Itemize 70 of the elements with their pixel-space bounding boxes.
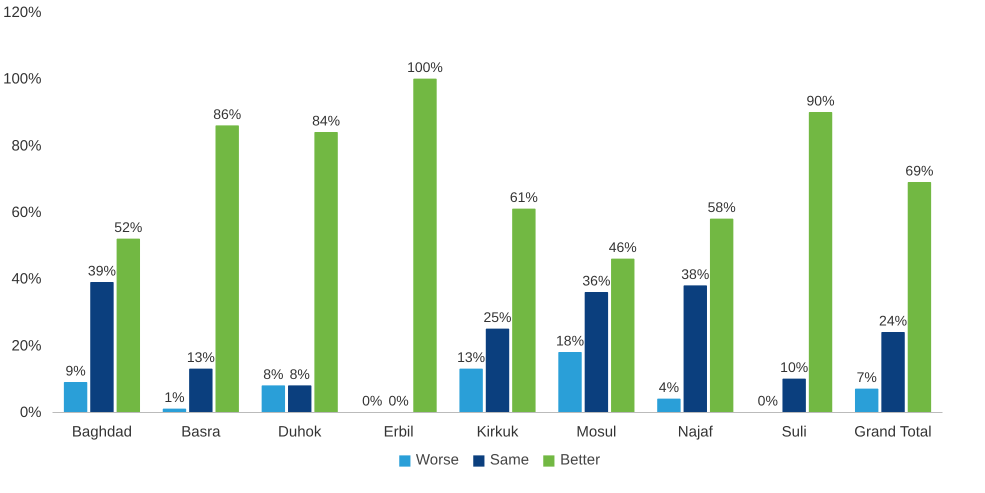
- y-tick-label: 100%: [3, 70, 42, 88]
- x-tick-label: Basra: [181, 424, 222, 440]
- data-label: 0%: [758, 392, 778, 408]
- x-tick-label: Suli: [782, 424, 807, 440]
- bar: [90, 282, 114, 412]
- data-label: 100%: [407, 59, 443, 76]
- legend-label: Better: [560, 452, 600, 468]
- bar: [710, 218, 734, 412]
- x-tick-label: Kirkuk: [476, 424, 519, 440]
- data-label: 8%: [290, 366, 310, 382]
- data-label: 38%: [681, 266, 710, 282]
- bar: [657, 398, 681, 412]
- bar: [854, 388, 878, 412]
- data-label: 13%: [457, 349, 486, 366]
- bar: [162, 408, 186, 412]
- data-label: 58%: [708, 199, 736, 216]
- data-label: 10%: [780, 359, 808, 376]
- data-label: 46%: [608, 239, 637, 256]
- bar: [413, 78, 437, 412]
- data-label: 90%: [806, 92, 835, 108]
- bar: [881, 332, 905, 412]
- bar: [782, 378, 806, 412]
- data-label: 69%: [905, 162, 934, 178]
- y-tick-label: 0%: [20, 404, 42, 421]
- x-tick-label: Duhok: [278, 424, 322, 440]
- data-label: 1%: [164, 389, 185, 406]
- x-tick-label: Mosul: [576, 424, 616, 440]
- data-label: 52%: [114, 219, 142, 236]
- y-tick-label: 20%: [11, 337, 42, 354]
- y-tick-label: 120%: [3, 4, 42, 21]
- bar: [288, 385, 312, 412]
- y-tick-label: 80%: [11, 137, 42, 154]
- bar: [486, 328, 510, 412]
- legend-label: Worse: [416, 452, 459, 468]
- data-label: 0%: [388, 392, 409, 408]
- bar: [189, 368, 213, 412]
- bar: [611, 258, 634, 412]
- bar: [512, 208, 536, 412]
- bar: [116, 238, 140, 412]
- data-label: 0%: [362, 392, 382, 408]
- data-label: 86%: [213, 106, 242, 122]
- data-label: 39%: [88, 262, 116, 278]
- x-tick-label: Erbil: [384, 424, 414, 440]
- data-label: 13%: [186, 349, 215, 366]
- data-label: 7%: [856, 369, 877, 386]
- y-tick-label: 40%: [11, 270, 42, 288]
- bar: [908, 182, 932, 412]
- bar: [262, 385, 286, 412]
- x-tick-label: Baghdad: [72, 424, 132, 440]
- data-label: 8%: [263, 366, 284, 382]
- bar: [215, 125, 239, 412]
- data-label: 18%: [556, 332, 584, 348]
- data-label: 84%: [312, 112, 340, 128]
- x-tick-label: Najaf: [678, 424, 714, 440]
- bar: [558, 352, 582, 412]
- bar: [314, 132, 338, 412]
- data-label: 24%: [879, 312, 908, 328]
- y-tick-label: 60%: [11, 204, 42, 221]
- data-label: 61%: [510, 189, 538, 206]
- data-label: 36%: [582, 272, 610, 288]
- bar: [808, 112, 832, 412]
- bar: [684, 285, 707, 412]
- data-label: 9%: [65, 362, 86, 378]
- bar: [459, 368, 483, 412]
- legend-label: Same: [490, 452, 530, 468]
- data-label: 25%: [483, 309, 512, 326]
- x-tick-label: Grand Total: [854, 424, 932, 440]
- bar: [64, 382, 88, 412]
- bar: [584, 292, 608, 412]
- data-label: 4%: [658, 379, 680, 396]
